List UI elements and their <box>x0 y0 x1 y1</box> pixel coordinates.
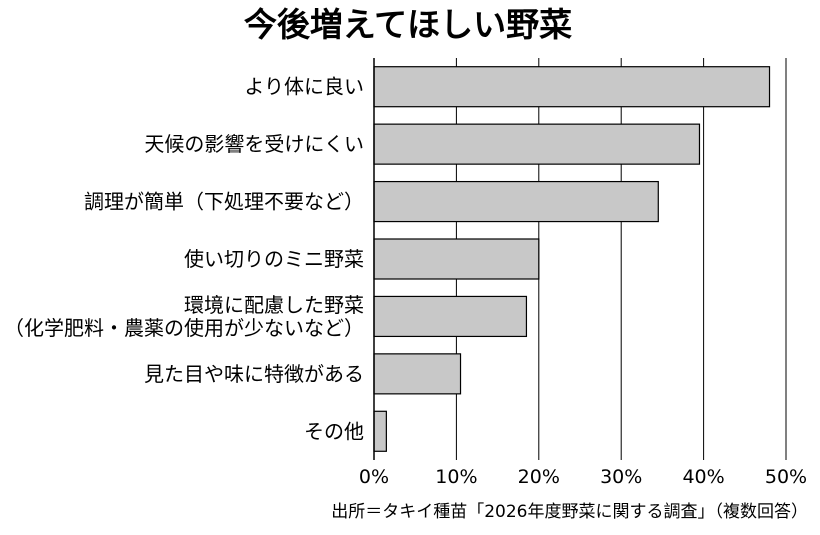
x-tick-label: 10% <box>435 466 477 488</box>
bar <box>373 238 540 280</box>
bar <box>373 353 462 395</box>
bar <box>373 180 659 223</box>
x-axis-tick-labels: 0% 10% 20% 30% 40% 50% <box>359 466 807 488</box>
category-label: （化学肥料・農薬の使用が少ないなど） <box>4 316 364 340</box>
category-label: その他 <box>304 419 364 443</box>
bar <box>373 66 771 108</box>
x-tick-label: 40% <box>682 466 724 488</box>
category-label: 環境に配慮した野菜 <box>184 293 364 317</box>
category-label: 使い切りのミニ野菜 <box>184 247 364 271</box>
x-tick-label: 30% <box>600 466 642 488</box>
category-label: 天候の影響を受けにくい <box>144 132 364 156</box>
chart-title: 今後増えてほしい野菜 <box>244 5 572 44</box>
x-tick-label: 50% <box>765 466 807 488</box>
x-tick-label: 20% <box>518 466 560 488</box>
category-label: より体に良い <box>244 75 364 99</box>
category-label: 見た目や味に特徴がある <box>144 362 364 386</box>
bar <box>373 295 528 338</box>
bar <box>373 410 387 452</box>
bar <box>373 123 701 165</box>
x-tick-label: 0% <box>359 466 389 488</box>
source-note: 出所＝タキイ種苗「2026年度野菜に関する調査」（複数回答） <box>331 502 808 522</box>
category-label: 調理が簡単（下処理不要など） <box>84 190 364 214</box>
bars <box>373 66 771 452</box>
